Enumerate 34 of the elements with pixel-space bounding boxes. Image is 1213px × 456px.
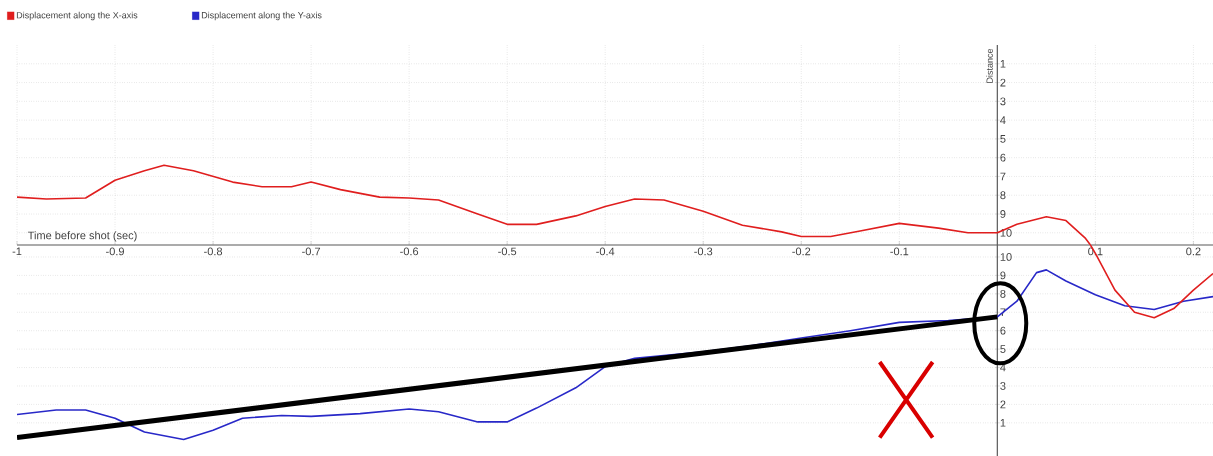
y-tick-label: 5 (1000, 345, 1006, 353)
x-tick-label: 0.2 (1186, 247, 1201, 256)
legend-label: Displacement along the Y-axis (201, 11, 322, 21)
y-tick-label: 6 (1000, 153, 1006, 162)
y-tick-label: 10 (1000, 253, 1012, 261)
y-tick-label: 1 (1000, 419, 1006, 427)
y-tick-label: 2 (1000, 400, 1006, 409)
x-tick-label: -0.1 (890, 247, 909, 256)
y-tick-label: 6 (1000, 326, 1006, 335)
x-axis-title: Time before shot (sec) (27, 231, 137, 242)
y-tick-label: 1 (1000, 60, 1006, 68)
y-tick-label: 9 (1000, 271, 1006, 280)
y-tick-label: 3 (1000, 382, 1006, 390)
x-tick-label: -0.5 (498, 247, 517, 256)
y-tick-label: 9 (1000, 210, 1006, 218)
y-tick-label: 7 (1000, 172, 1006, 181)
x-tick-label: -0.8 (204, 247, 223, 256)
y-tick-label: 8 (1000, 289, 1006, 298)
y-tick-label: 2 (1000, 78, 1006, 87)
y-tick-label: 4 (1000, 363, 1006, 372)
x-tick-label: -0.9 (106, 247, 124, 256)
legend-label: Displacement along the X-axis (16, 11, 138, 21)
x-tick-label: -0.2 (792, 247, 811, 256)
x-tick-label: -0.6 (400, 247, 419, 256)
x-tick-label: -1 (12, 247, 22, 256)
y-tick-label: 3 (1000, 97, 1006, 106)
x-tick-label: -0.4 (596, 247, 615, 256)
y-tick-label: 5 (1000, 135, 1006, 143)
y-tick-label: 8 (1000, 191, 1006, 200)
x-tick-label: -0.7 (302, 247, 321, 256)
y-tick-label: 10 (1000, 228, 1012, 237)
x-tick-label: -0.3 (694, 247, 713, 256)
y-axis-title: Distance (986, 48, 993, 83)
y-tick-label: 4 (1000, 116, 1006, 124)
